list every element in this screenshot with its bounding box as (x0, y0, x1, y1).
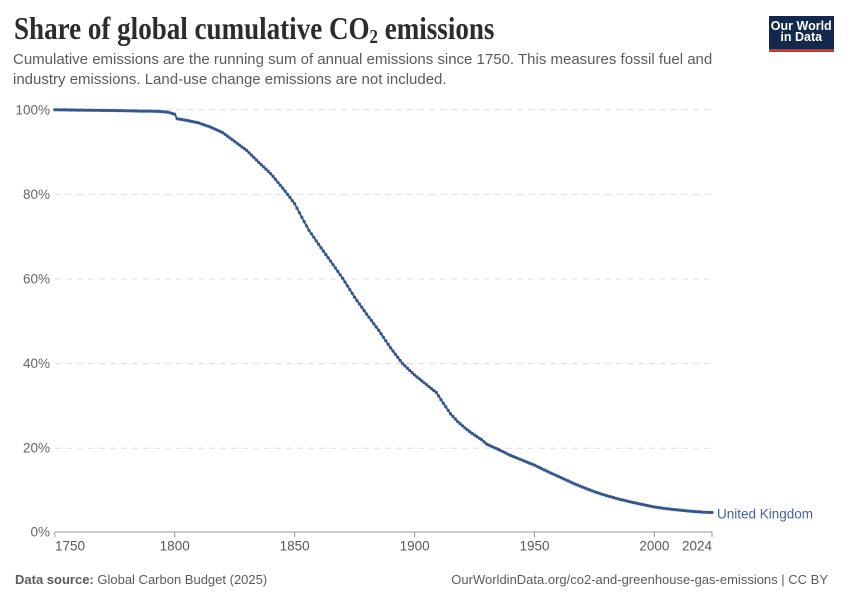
svg-text:80%: 80% (23, 187, 50, 202)
svg-text:2000: 2000 (639, 538, 669, 553)
svg-text:20%: 20% (23, 441, 50, 456)
svg-text:0%: 0% (30, 525, 50, 540)
svg-text:2024: 2024 (682, 538, 713, 553)
svg-text:60%: 60% (23, 272, 50, 287)
svg-text:1850: 1850 (280, 538, 310, 553)
svg-text:1900: 1900 (400, 538, 430, 553)
svg-text:United Kingdom: United Kingdom (717, 507, 813, 522)
svg-text:1750: 1750 (55, 538, 85, 553)
svg-text:1800: 1800 (160, 538, 190, 553)
svg-text:1950: 1950 (519, 538, 549, 553)
svg-text:100%: 100% (15, 102, 50, 117)
svg-text:40%: 40% (23, 356, 50, 371)
